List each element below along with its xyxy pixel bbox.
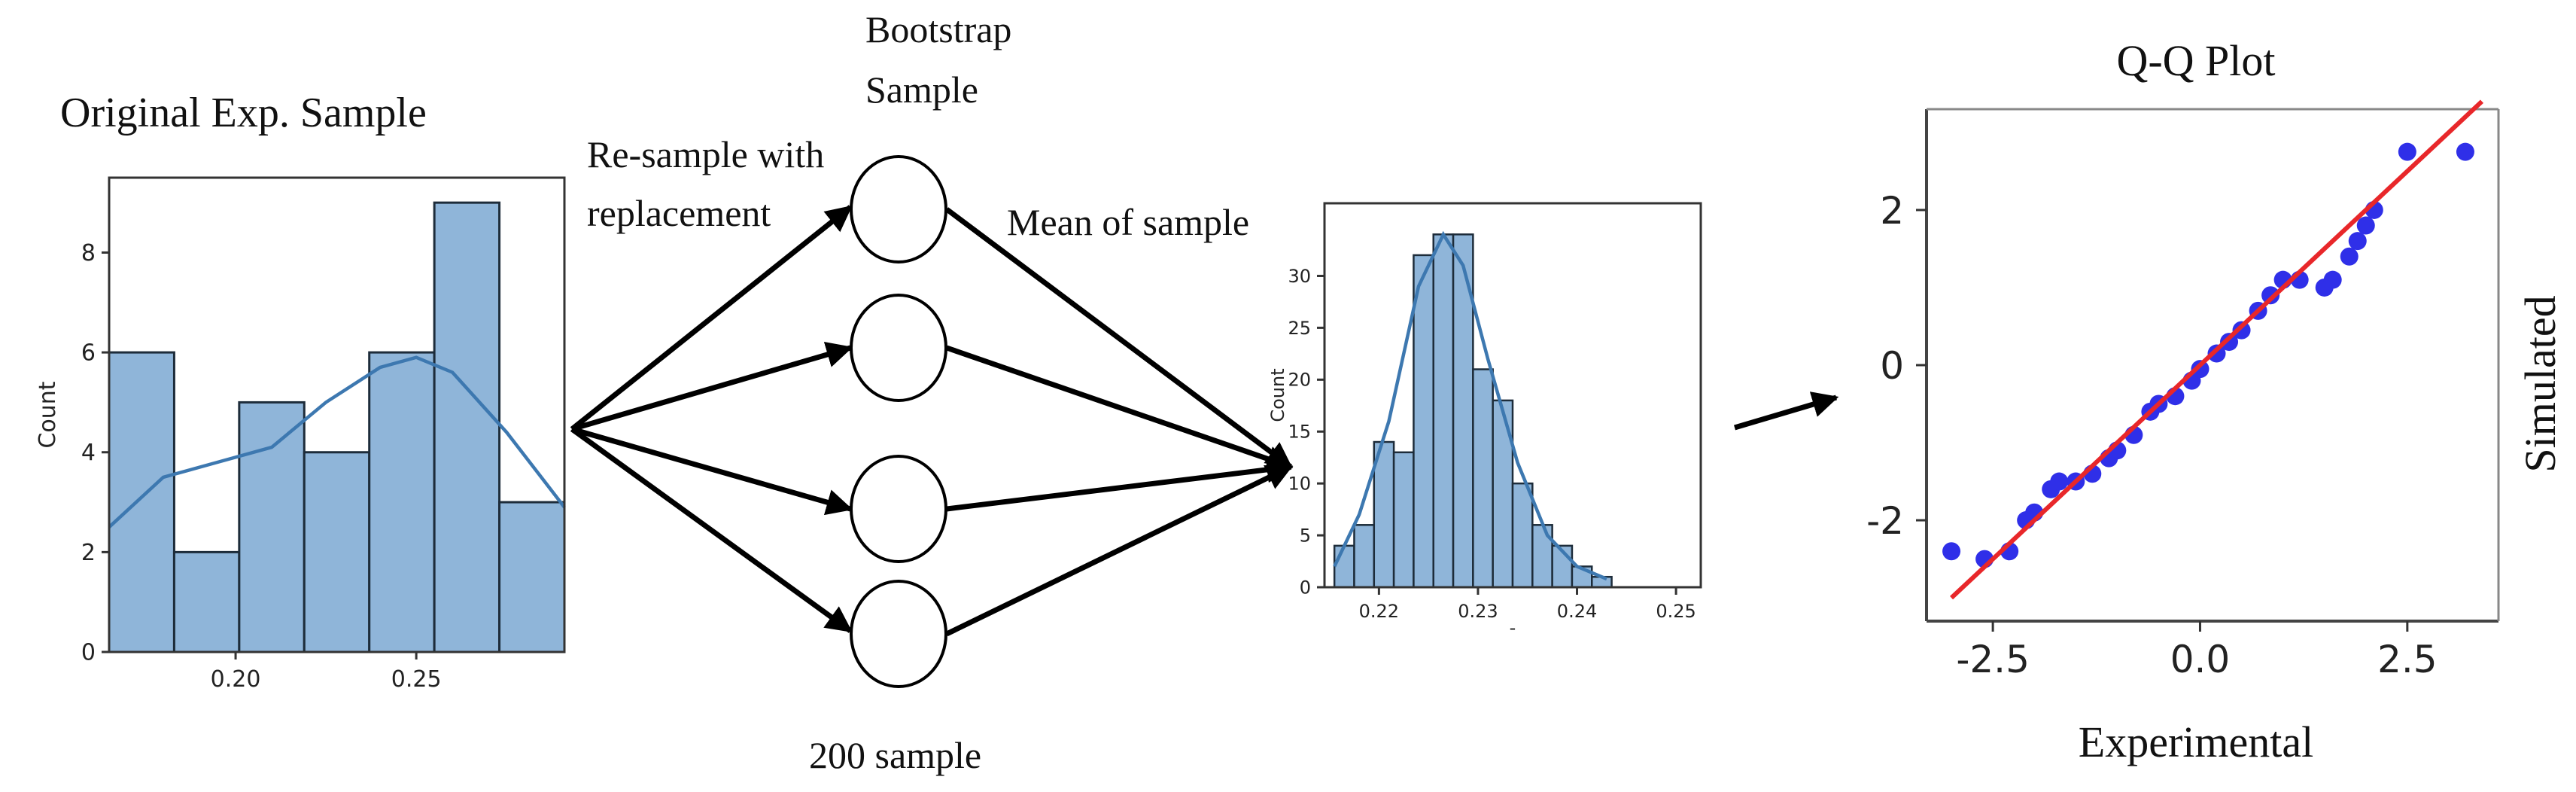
y-tick-label: 0 xyxy=(81,640,96,666)
y-axis-label: Count xyxy=(35,381,61,448)
bootstrap-sample-node-1 xyxy=(850,155,947,263)
original-histogram: 0 2 4 6 8 0.20 0.25 Count xyxy=(35,176,566,693)
histogram-bar-6 xyxy=(1432,233,1455,589)
qq-point-1 xyxy=(1942,542,1961,561)
qq-point-29 xyxy=(2356,216,2375,235)
qq-point-26 xyxy=(2323,270,2342,289)
y-tick-label: 20 xyxy=(1288,370,1311,391)
qq-point-22 xyxy=(2261,286,2280,305)
qq-point-27 xyxy=(2340,247,2359,266)
y-tick-label: 30 xyxy=(1288,266,1311,287)
y-tick-label: -2 xyxy=(1866,499,1904,543)
x-tick-label: 0.23 xyxy=(1458,601,1498,622)
y-tick-label: 10 xyxy=(1288,474,1311,495)
x-tick-label: 0.20 xyxy=(211,666,261,693)
original-sample-title: Original Exp. Sample xyxy=(60,90,427,136)
resample-label-line1: Re-sample with xyxy=(587,133,824,175)
histogram-bar-11 xyxy=(1531,524,1553,589)
qq-point-32 xyxy=(2456,142,2474,161)
to-qq-arrow xyxy=(1734,391,1839,431)
histogram-bar-2 xyxy=(1353,524,1376,589)
qq-point-17 xyxy=(2191,360,2210,379)
histogram-bar-4 xyxy=(1392,451,1415,589)
resample-arrow-3 xyxy=(571,426,853,516)
qq-point-19 xyxy=(2220,333,2239,352)
mean-of-sample-label: Mean of sample xyxy=(1007,201,1249,243)
resample-arrows xyxy=(570,205,853,633)
y-tick-label: 25 xyxy=(1288,318,1311,339)
resample-arrow-1 xyxy=(570,205,853,431)
qq-y-axis-label: Simulated xyxy=(2516,295,2565,472)
y-tick-label: 4 xyxy=(81,440,96,466)
x-tick-label: 0.25 xyxy=(1656,601,1696,622)
histogram-bar-1 xyxy=(1333,544,1355,589)
plot-frame xyxy=(1323,202,1702,589)
bootstrap-mean-histogram: 0 5 10 15 20 25 30 0.22 0.23 0.24 0.25 Count - xyxy=(1267,202,1702,638)
x-tick-label: -2.5 xyxy=(1956,638,2030,681)
resample-arrow-4 xyxy=(570,427,853,633)
y-tick-label: 8 xyxy=(81,240,96,267)
qq-point-7 xyxy=(2050,472,2069,491)
mean-arrow-4 xyxy=(945,464,1294,637)
y-tick-label: 2 xyxy=(81,540,96,566)
x-tick-label: 0.22 xyxy=(1359,601,1399,622)
histogram-bar-5 xyxy=(1413,254,1434,589)
qq-x-axis-label: Experimental xyxy=(2079,717,2313,766)
histogram-bar-8 xyxy=(1472,368,1494,589)
kde-curve xyxy=(1333,230,1607,581)
y-axis-label: Count xyxy=(1267,368,1288,422)
qq-point-28 xyxy=(2348,232,2367,251)
histogram-bar-4 xyxy=(303,451,371,653)
x-tick-label: 0.0 xyxy=(2170,638,2231,681)
kde-curve xyxy=(108,355,566,529)
qq-point-31 xyxy=(2398,142,2416,161)
x-tick-label: 0.25 xyxy=(391,666,442,693)
histogram-bar-6 xyxy=(433,201,501,653)
plot-frame xyxy=(108,176,566,653)
histogram-bar-9 xyxy=(1492,399,1514,589)
histogram-bar-1 xyxy=(108,351,175,653)
mean-arrow-1 xyxy=(944,207,1293,469)
qq-plot: -2 0 2 -2.5 0.0 2.5 xyxy=(1866,99,2500,681)
y-tick-label: 0 xyxy=(1300,577,1311,598)
bootstrap-sample-node-3 xyxy=(850,455,947,563)
mean-arrows xyxy=(944,207,1294,637)
qq-point-18 xyxy=(2207,344,2226,363)
sample-count-label: 200 sample xyxy=(809,734,981,776)
bootstrap-label-line2: Sample xyxy=(865,69,978,111)
bootstrap-sample-node-2 xyxy=(850,294,947,402)
qq-point-20 xyxy=(2232,321,2251,340)
histogram-bar-10 xyxy=(1511,482,1534,589)
bootstrap-label-line1: Bootstrap xyxy=(865,8,1011,50)
histogram-bar-5 xyxy=(368,351,436,653)
x-tick-label: 0.24 xyxy=(1557,601,1597,622)
histogram-bar-3 xyxy=(238,401,306,653)
y-tick-label: 2 xyxy=(1880,189,1904,233)
mean-arrow-3 xyxy=(946,456,1294,512)
y-tick-label: 5 xyxy=(1300,525,1311,546)
y-tick-label: 6 xyxy=(81,340,96,367)
y-tick-label: 0 xyxy=(1880,344,1904,388)
histogram-bar-2 xyxy=(172,550,241,653)
bootstrap-sample-nodes xyxy=(850,155,947,688)
x-tick-label: 2.5 xyxy=(2377,638,2438,681)
y-tick-label: 15 xyxy=(1288,422,1311,443)
qq-plot-title: Q-Q Plot xyxy=(2116,36,2275,85)
resample-arrow-2 xyxy=(571,342,853,432)
mean-arrow-2 xyxy=(945,345,1294,472)
bootstrap-sample-node-4 xyxy=(850,580,947,688)
resample-label-line2: replacement xyxy=(587,192,771,234)
histogram-bar-7 xyxy=(498,501,566,653)
reference-line xyxy=(1949,99,2484,600)
x-axis-label: - xyxy=(1510,617,1516,638)
